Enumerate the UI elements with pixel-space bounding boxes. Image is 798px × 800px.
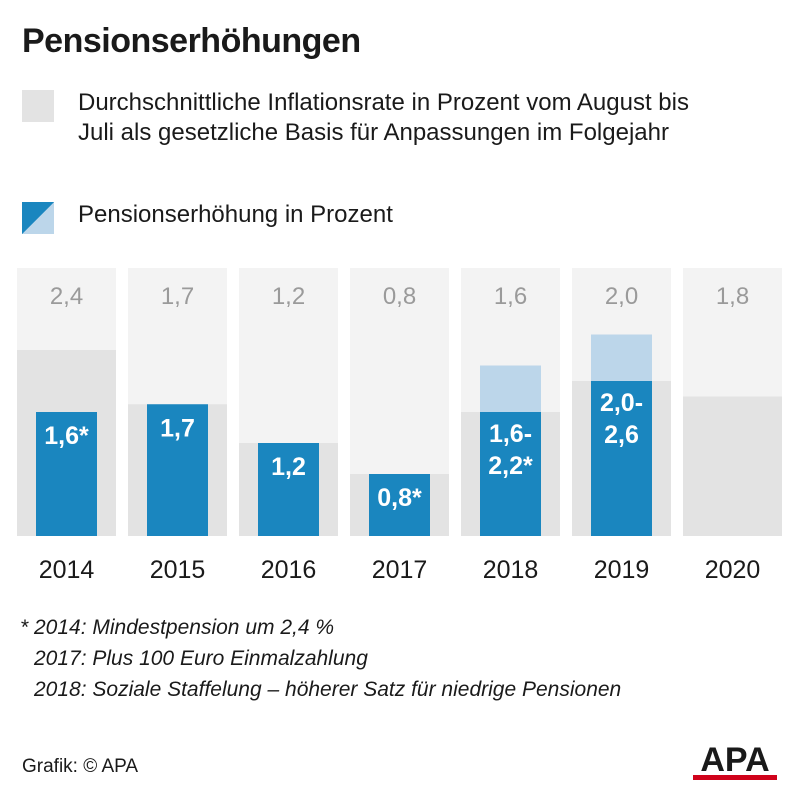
pension-label-2018-1: 1,6- xyxy=(489,420,532,448)
year-label-2015: 2015 xyxy=(150,556,206,584)
inflation-label-2019: 2,0 xyxy=(605,283,638,310)
footnote-1: * 2014: Mindestpension um 2,4 % xyxy=(20,616,335,639)
pension-label-2017-1: 0,8* xyxy=(377,484,422,512)
legend-inflation: Durchschnittliche Inflationsrate in Proz… xyxy=(22,88,718,148)
year-label-2020: 2020 xyxy=(705,556,761,584)
legend-swatch-pension xyxy=(22,202,54,234)
apa-logo: APA xyxy=(693,741,777,780)
pension-bar-2016 xyxy=(258,443,319,536)
year-label-2019: 2019 xyxy=(594,556,650,584)
year-label-2018: 2018 xyxy=(483,556,539,584)
pension-bar-2019 xyxy=(591,381,652,536)
pension-label-2015-1: 1,7 xyxy=(160,414,195,442)
pension-label-2019-1: 2,0- xyxy=(600,389,643,417)
inflation-label-2016: 1,2 xyxy=(272,283,305,310)
apa-logo-text: APA xyxy=(700,741,769,779)
pension-label-2014-1: 1,6* xyxy=(44,422,89,450)
footnote-3: 2018: Soziale Staffelung – höherer Satz … xyxy=(34,678,622,701)
pension-bar-2017 xyxy=(369,474,430,536)
pension-bar-2014 xyxy=(36,412,97,536)
inflation-label-2017: 0,8 xyxy=(383,283,416,310)
pension-label-2018-2: 2,2* xyxy=(488,452,533,480)
year-label-2014: 2014 xyxy=(39,556,95,584)
footnote-2: 2017: Plus 100 Euro Einmalzahlung xyxy=(34,647,368,670)
chart-title: Pensionserhöhungen xyxy=(22,22,361,60)
legend-label-inflation: Durchschnittliche Inflationsrate in Proz… xyxy=(78,89,689,146)
legend-swatch-inflation xyxy=(22,90,54,122)
pension-bar-2018 xyxy=(480,412,541,536)
source-credit: Grafik: © APA xyxy=(22,756,139,777)
inflation-label-2018: 1,6 xyxy=(494,283,527,310)
footnotes: * 2014: Mindestpension um 2,4 % 2017: Pl… xyxy=(20,612,621,705)
apa-logo-bar xyxy=(693,775,777,780)
inflation-label-2020: 1,8 xyxy=(716,283,749,310)
legend-pension: Pensionserhöhung in Prozent xyxy=(22,200,393,234)
inflation-bar-2020 xyxy=(683,396,782,536)
legend-label-pension: Pensionserhöhung in Prozent xyxy=(78,201,393,228)
inflation-label-2015: 1,7 xyxy=(161,283,194,310)
inflation-label-2014: 2,4 xyxy=(50,283,83,310)
year-label-2016: 2016 xyxy=(261,556,317,584)
pension-label-2019-2: 2,6 xyxy=(604,421,639,449)
year-label-2017: 2017 xyxy=(372,556,428,584)
pension-label-2016-1: 1,2 xyxy=(271,453,306,481)
pension-bar-2015 xyxy=(147,404,208,536)
